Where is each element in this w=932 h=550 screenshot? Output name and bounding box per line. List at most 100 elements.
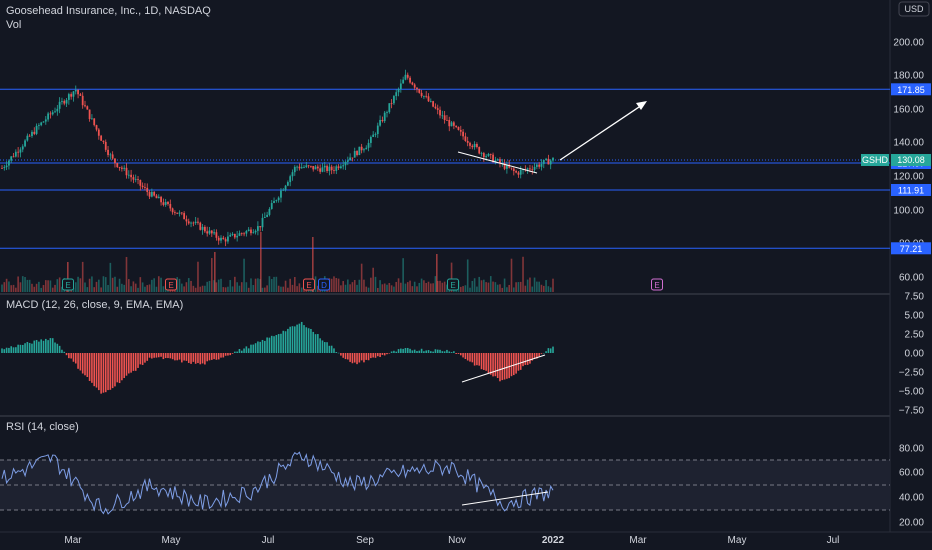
macd-histogram-bar xyxy=(496,353,499,379)
candle-body xyxy=(1,168,3,169)
candle-body xyxy=(339,166,342,169)
volume-bar xyxy=(114,276,116,292)
earnings-marker[interactable]: E xyxy=(62,278,74,291)
macd-histogram-bar xyxy=(107,353,109,391)
volume-bar xyxy=(314,276,317,292)
macd-histogram-bar xyxy=(487,353,490,374)
macd-histogram-bar xyxy=(174,353,176,361)
candle-body xyxy=(215,232,218,238)
candle-body xyxy=(70,94,73,97)
volume-bar xyxy=(390,285,393,292)
volume-bar xyxy=(194,287,197,292)
volume-spike xyxy=(67,262,69,292)
volume-bar xyxy=(231,286,234,292)
rsi-axis-tick: 80.00 xyxy=(899,444,924,455)
candle-body xyxy=(217,237,220,241)
earnings-marker[interactable]: E xyxy=(303,278,315,291)
macd-histogram-bar xyxy=(65,353,68,356)
macd-histogram-bar xyxy=(455,353,457,354)
candle-body xyxy=(282,189,285,191)
volume-bar xyxy=(526,279,529,292)
rsi-divergence-line[interactable] xyxy=(461,491,549,506)
volume-bar xyxy=(192,285,195,292)
volume-bar xyxy=(289,278,291,292)
volume-bar xyxy=(536,281,538,292)
price-divergence-line[interactable] xyxy=(457,151,538,174)
macd-histogram-bar xyxy=(420,348,423,353)
volume-bar xyxy=(245,282,248,292)
candle-body xyxy=(346,160,349,162)
candle-body xyxy=(552,157,554,161)
trend-arrow-head[interactable] xyxy=(636,101,647,110)
macd-divergence-line[interactable] xyxy=(461,354,546,383)
candle-body xyxy=(529,168,531,170)
candle-body xyxy=(436,108,439,110)
volume-bar xyxy=(47,280,49,292)
macd-histogram-bar xyxy=(397,349,400,353)
currency-button[interactable]: USD xyxy=(898,1,930,17)
candle-body xyxy=(19,149,22,153)
earnings-marker[interactable]: D xyxy=(318,278,330,291)
trend-arrow-line[interactable] xyxy=(559,102,646,161)
macd-histogram-bar xyxy=(26,341,29,353)
candle-body xyxy=(489,153,492,155)
time-axis-tick: May xyxy=(162,535,181,546)
volume-bar xyxy=(383,283,386,292)
candle-body xyxy=(220,237,222,241)
candle-body xyxy=(137,179,139,180)
volume-bar xyxy=(296,286,298,292)
volume-bar xyxy=(480,280,483,292)
candle-body xyxy=(49,113,52,115)
macd-histogram-bar xyxy=(312,331,315,353)
macd-histogram-bar xyxy=(519,353,522,370)
volume-bar xyxy=(234,276,236,292)
candle-body xyxy=(194,221,197,224)
candle-body xyxy=(303,167,305,168)
volume-bar xyxy=(148,284,151,292)
volume-bar xyxy=(545,280,547,292)
candle-body xyxy=(330,166,333,171)
candle-body xyxy=(266,214,269,217)
volume-bar xyxy=(45,280,47,292)
volume-bar xyxy=(95,281,98,292)
earnings-marker-label: E xyxy=(306,281,311,290)
earnings-marker[interactable]: E xyxy=(447,278,459,291)
macd-histogram-bar xyxy=(162,353,165,360)
time-axis-tick: Jul xyxy=(827,535,840,546)
macd-histogram-bar xyxy=(1,348,3,353)
volume-spike xyxy=(214,252,216,292)
volume-bar xyxy=(222,287,225,292)
volume-bar xyxy=(478,276,481,292)
candle-body xyxy=(28,135,31,137)
volume-bar xyxy=(531,286,534,292)
macd-histogram-bar xyxy=(98,353,100,391)
candle-body xyxy=(326,165,328,171)
volume-bar xyxy=(434,276,437,292)
macd-histogram-bar xyxy=(289,326,291,353)
macd-histogram-bar xyxy=(515,353,517,374)
volume-bar xyxy=(24,277,26,292)
volume-bar xyxy=(416,286,418,292)
candle-body xyxy=(406,74,409,78)
volume-bar xyxy=(485,282,487,292)
candle-body xyxy=(84,105,86,107)
macd-histogram-bar xyxy=(305,327,308,353)
volume-bar xyxy=(160,277,162,292)
candle-body xyxy=(139,179,142,186)
earnings-marker[interactable]: E xyxy=(651,278,663,291)
volume-bar xyxy=(333,276,335,292)
candle-body xyxy=(47,113,50,120)
macd-histogram-bar xyxy=(517,353,520,371)
macd-histogram-bar xyxy=(430,351,432,353)
candle-body xyxy=(114,158,116,164)
candle-body xyxy=(203,226,206,232)
volume-bar xyxy=(317,285,319,292)
candle-body xyxy=(363,149,365,151)
volume-bar xyxy=(81,261,84,292)
volume-bar xyxy=(337,278,340,292)
earnings-marker[interactable]: E xyxy=(165,278,177,291)
volume-bar xyxy=(35,283,38,292)
macd-histogram-bar xyxy=(473,353,476,366)
volume-bar xyxy=(496,284,499,292)
